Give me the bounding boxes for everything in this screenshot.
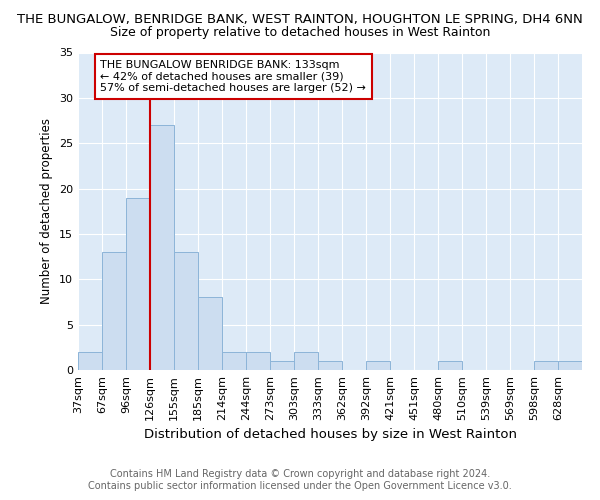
Bar — [222, 352, 246, 370]
Text: Size of property relative to detached houses in West Rainton: Size of property relative to detached ho… — [110, 26, 490, 39]
Y-axis label: Number of detached properties: Number of detached properties — [40, 118, 53, 304]
Bar — [126, 198, 150, 370]
Bar — [534, 361, 558, 370]
Bar — [174, 252, 198, 370]
Bar — [78, 352, 102, 370]
Text: Contains HM Land Registry data © Crown copyright and database right 2024.
Contai: Contains HM Land Registry data © Crown c… — [88, 470, 512, 491]
Bar — [558, 361, 582, 370]
Bar — [102, 252, 126, 370]
Bar — [150, 125, 174, 370]
Text: THE BUNGALOW, BENRIDGE BANK, WEST RAINTON, HOUGHTON LE SPRING, DH4 6NN: THE BUNGALOW, BENRIDGE BANK, WEST RAINTO… — [17, 12, 583, 26]
Bar — [294, 352, 318, 370]
Text: THE BUNGALOW BENRIDGE BANK: 133sqm
← 42% of detached houses are smaller (39)
57%: THE BUNGALOW BENRIDGE BANK: 133sqm ← 42%… — [100, 60, 366, 93]
Bar — [318, 361, 342, 370]
Bar — [198, 298, 222, 370]
Bar — [270, 361, 294, 370]
Bar — [246, 352, 270, 370]
X-axis label: Distribution of detached houses by size in West Rainton: Distribution of detached houses by size … — [143, 428, 517, 442]
Bar — [438, 361, 462, 370]
Bar — [366, 361, 390, 370]
